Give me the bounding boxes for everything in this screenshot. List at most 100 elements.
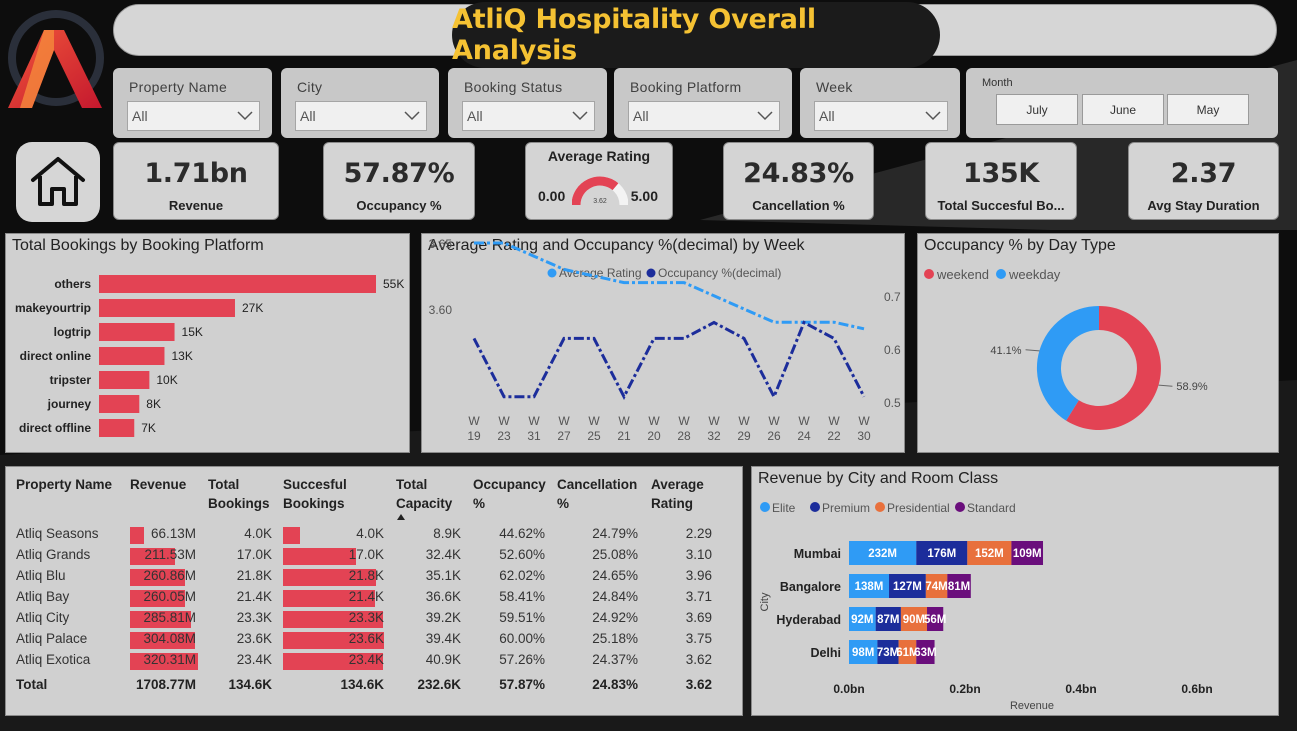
revenue-cell: 260.05M <box>143 589 196 604</box>
category-label: logtrip <box>54 325 91 339</box>
month-button-may[interactable]: May <box>1167 94 1249 125</box>
data-label: 13K <box>171 349 192 363</box>
week-dropdown[interactable]: All <box>814 101 948 131</box>
bar-segment-hyderabad-presidential <box>900 607 928 631</box>
page-title: AtliQ Hospitality Overall Analysis <box>452 2 940 68</box>
booking-platform-dropdown[interactable]: All <box>628 101 780 131</box>
category-label: Hyderabad <box>776 613 841 627</box>
week-chart-panel: Average Rating and Occupancy %(decimal) … <box>421 233 905 453</box>
successful-bookings-bar <box>283 611 383 628</box>
week-line-chart: Average Rating Occupancy %(decimal) 3.60 3.… <box>429 237 901 443</box>
legend-label: Average Rating <box>559 266 642 280</box>
cancellation-cell: 24.65% <box>592 568 638 583</box>
category-label: Bangalore <box>780 580 841 594</box>
month-button-june[interactable]: June <box>1082 94 1164 125</box>
kpi-label: Revenue <box>168 198 224 213</box>
revenue-cell: 211.53M <box>144 547 196 562</box>
chevron-down-icon <box>237 111 253 121</box>
dropdown-value: All <box>633 108 649 124</box>
kpi-label: Occupancy % <box>356 198 442 213</box>
filter-label: Week <box>816 79 853 95</box>
donut-slice-weekday <box>1036 305 1099 421</box>
month-button-july[interactable]: July <box>996 94 1078 125</box>
revenue-bar <box>130 569 186 586</box>
gauge-value: 3.62 <box>593 198 607 205</box>
platform-chart-panel: Total Bookings by Booking Platform other… <box>5 233 410 453</box>
chart-title: Occupancy % by Day Type <box>924 237 1116 254</box>
successful-bookings-cell: 23.3K <box>348 610 384 625</box>
property-name-cell: Atliq Palace <box>16 631 88 646</box>
property-name-dropdown[interactable]: All <box>127 101 260 131</box>
city-dropdown[interactable]: All <box>295 101 427 131</box>
total-bookings-cell: 23.3K <box>236 610 272 625</box>
slice-leader-line <box>1025 349 1040 352</box>
revenue-cell: 285.81M <box>143 610 196 625</box>
y-right-tick: 0.7 <box>884 290 901 304</box>
bar-direct-online <box>99 347 165 365</box>
chart-title: Average Rating and Occupancy %(decimal) … <box>428 237 805 254</box>
data-label: 90M <box>903 614 925 626</box>
data-label: 7K <box>141 421 156 435</box>
capacity-cell: 35.1K <box>425 568 461 583</box>
legend-marker-standard <box>955 502 965 512</box>
cancellation-cell: 24.84% <box>592 589 638 604</box>
booking-status-dropdown[interactable]: All <box>462 101 595 131</box>
filter-city[interactable]: City All <box>281 68 439 138</box>
column-header: Succesful Bookings <box>283 477 347 511</box>
successful-bookings-cell: 23.4K <box>348 652 384 667</box>
city-stacked-bar-chart: Elite Premium Presidential Standard Mumbai 23… <box>759 501 1213 712</box>
rating-cell: 3.62 <box>685 652 712 667</box>
filter-label: Booking Status <box>464 79 563 95</box>
bar-segment-bangalore-presidential <box>925 574 948 598</box>
bar-segment-bangalore-elite <box>849 574 890 598</box>
cancellation-cell: 25.08% <box>592 547 638 562</box>
bar-segment-bangalore-standard <box>947 574 971 598</box>
city-chart-panel: Revenue by City and Room Class Elite Prem… <box>751 466 1279 716</box>
kpi-value: 135K <box>962 158 1040 189</box>
filter-week[interactable]: Week All <box>800 68 960 138</box>
data-label: 73M <box>877 647 899 659</box>
filter-month: Month July June May <box>966 68 1278 138</box>
data-label: 27K <box>242 301 263 315</box>
property-name-cell: Atliq Exotica <box>16 652 91 667</box>
dropdown-value: All <box>819 108 835 124</box>
property-table: Property Name Revenue Total Bookings Succesf… <box>5 466 743 716</box>
daytype-donut-chart: weekend weekday 58.9% 41.1% <box>924 267 1208 430</box>
successful-bookings-bar <box>283 569 377 586</box>
data-label: 92M <box>851 614 873 626</box>
gauge-max: 5.00 <box>630 188 658 204</box>
x-tick: W 25 <box>587 414 601 443</box>
bar-segment-mumbai-standard <box>1011 541 1044 565</box>
home-button[interactable] <box>16 142 100 222</box>
gauge-min: 0.00 <box>538 188 566 204</box>
column-header: Cancellation% <box>557 477 638 511</box>
bar-journey <box>99 395 140 413</box>
filter-property-name[interactable]: Property Name All <box>113 68 272 138</box>
category-label: makeyourtrip <box>15 301 91 315</box>
bar-segment-mumbai-presidential <box>967 541 1012 565</box>
filter-booking-platform[interactable]: Booking Platform All <box>614 68 792 138</box>
capacity-cell: 39.4K <box>425 631 461 646</box>
column-header: Total Capacity <box>396 477 453 511</box>
kpi-successful-bookings: 135K Total Succesful Bo... <box>925 142 1077 220</box>
category-label: Delhi <box>810 646 841 660</box>
data-label: 8K <box>146 397 161 411</box>
platform-bar-chart: others 55K makeyourtrip 27K logtrip 15K direct… <box>15 275 404 437</box>
kpi-label: Total Succesful Bo... <box>937 198 1065 213</box>
legend-marker-elite <box>760 502 770 512</box>
revenue-bar <box>130 611 191 628</box>
cancellation-cell: 24.79% <box>592 526 638 541</box>
occupancy-cell: 52.60% <box>499 547 545 562</box>
filter-booking-status[interactable]: Booking Status All <box>448 68 607 138</box>
successful-bookings-cell: 17.0K <box>348 547 384 562</box>
legend-marker-average-rating <box>547 268 557 278</box>
filter-label: Booking Platform <box>630 79 742 95</box>
property-name-cell: Atliq Seasons <box>16 526 99 541</box>
total-bookings-cell: 23.6K <box>236 631 272 646</box>
category-label: direct online <box>20 349 92 363</box>
revenue-cell: 260.86M <box>143 568 196 583</box>
legend-marker-weekday <box>996 269 1006 279</box>
column-header: Property Name <box>16 477 113 492</box>
occupancy-cell: 59.51% <box>499 610 545 625</box>
rating-cell: 3.10 <box>685 547 712 562</box>
